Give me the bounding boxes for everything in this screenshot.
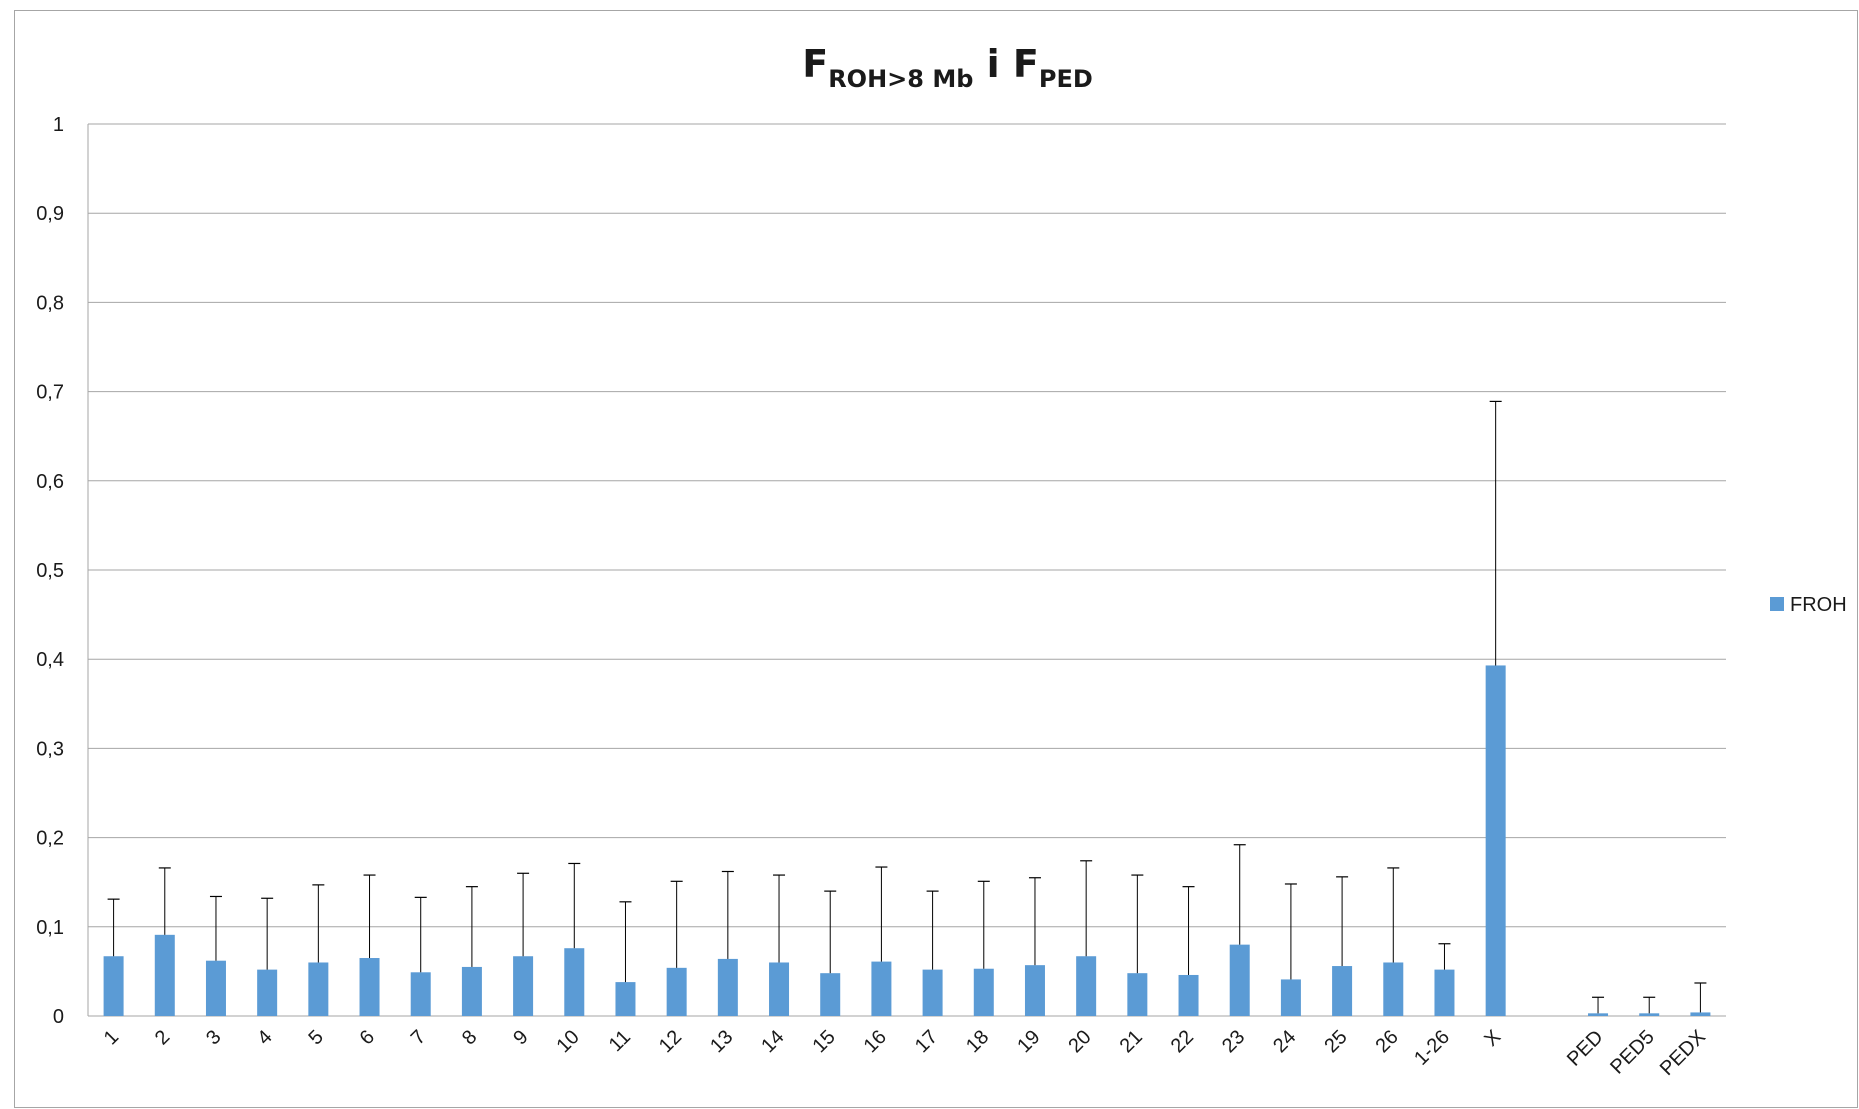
x-tick-label: PEDX: [1656, 1026, 1710, 1080]
y-tick-label: 0,4: [36, 649, 64, 671]
x-tick-label: 1: [100, 1026, 123, 1049]
x-tick-label: 4: [253, 1026, 276, 1049]
bar: [410, 972, 431, 1016]
y-axis-ticks: 0 0,1 0,2 0,3 0,4 0,5 0,6 0,7 0,8 0,9 1: [36, 114, 64, 1028]
y-tick-label: 0: [53, 1006, 64, 1028]
x-tick-label: 3: [202, 1026, 225, 1049]
x-tick-label: 13: [706, 1026, 737, 1057]
y-tick-label: 0,3: [36, 738, 64, 760]
y-tick-label: 0,7: [36, 382, 64, 404]
x-tick-label: 17: [911, 1026, 942, 1057]
bar: [1076, 956, 1097, 1016]
y-tick-label: 0,8: [36, 292, 64, 314]
bar: [769, 962, 790, 1016]
bar: [1639, 1013, 1660, 1016]
bar: [1332, 966, 1353, 1016]
x-tick-label: 12: [655, 1026, 686, 1057]
bar: [564, 948, 585, 1016]
bar: [1383, 962, 1404, 1016]
x-tick-label: 9: [509, 1026, 532, 1049]
bar: [922, 969, 943, 1016]
x-tick-label: PED5: [1606, 1026, 1659, 1079]
x-tick-label: 10: [553, 1026, 584, 1057]
x-tick-label: 8: [458, 1026, 481, 1049]
x-tick-label: 24: [1269, 1026, 1300, 1057]
x-tick-label: 23: [1218, 1026, 1249, 1057]
y-tick-label: 0,5: [36, 560, 64, 582]
bar: [1588, 1013, 1609, 1016]
y-tick-label: 1: [53, 114, 64, 136]
bar: [717, 958, 738, 1016]
x-tick-label: 26: [1372, 1026, 1403, 1057]
chart-title: FROH>8 Mb i FPED: [802, 42, 1093, 93]
x-tick-label: 7: [407, 1026, 430, 1049]
x-tick-label: PED: [1563, 1026, 1608, 1071]
bar: [257, 969, 278, 1016]
y-tick-label: 0,9: [36, 203, 64, 225]
bar: [1024, 965, 1045, 1016]
x-tick-label: 1-26: [1410, 1026, 1454, 1070]
bar: [1178, 974, 1199, 1016]
y-tick-label: 0,1: [36, 917, 64, 939]
bar: [1434, 969, 1455, 1016]
error-bars: [107, 400, 1707, 1014]
x-tick-label: 20: [1064, 1026, 1095, 1057]
x-tick-label: 21: [1116, 1026, 1147, 1057]
x-tick-label: X: [1480, 1026, 1505, 1051]
x-tick-label: 6: [356, 1026, 379, 1049]
bar: [1127, 973, 1148, 1016]
x-tick-label: 25: [1320, 1026, 1351, 1057]
x-tick-label: 16: [860, 1026, 891, 1057]
bar: [820, 973, 841, 1016]
x-tick-label: 15: [808, 1026, 839, 1057]
x-tick-label: 19: [1013, 1026, 1044, 1057]
y-tick-label: 0,6: [36, 471, 64, 493]
bar: [359, 958, 380, 1016]
bar: [154, 934, 175, 1016]
x-tick-label: 5: [304, 1026, 327, 1049]
bar: [1690, 1012, 1711, 1016]
bar: [615, 982, 636, 1016]
bar: [871, 961, 892, 1016]
bar: [205, 960, 226, 1016]
bar: [666, 967, 687, 1016]
gridlines: [87, 123, 1726, 1017]
bar: [1229, 944, 1250, 1016]
x-tick-label: 11: [605, 1026, 635, 1056]
bar: [461, 966, 482, 1016]
x-tick-label: 22: [1167, 1026, 1198, 1057]
legend: FROH: [1770, 594, 1847, 616]
y-tick-label: 0,2: [36, 828, 64, 850]
bar: [308, 962, 329, 1016]
x-axis-ticks: 1 2 3 4 5 6 7 8 9 10 11 12 13 14 15 16 17 18 19 20 21 22 23 24 2…: [100, 1026, 1710, 1080]
legend-swatch-froh: [1770, 597, 1784, 611]
x-tick-label: 18: [962, 1026, 993, 1057]
bar: [1485, 665, 1506, 1016]
x-tick-label: 2: [151, 1026, 174, 1049]
bar: [513, 956, 534, 1016]
chart-frame: [14, 10, 1858, 1108]
x-tick-label: 14: [757, 1026, 788, 1057]
bars: [103, 665, 1711, 1016]
bar: [103, 956, 124, 1016]
bar: [1280, 979, 1301, 1016]
legend-label-froh: FROH: [1790, 594, 1847, 616]
bar: [973, 968, 994, 1016]
